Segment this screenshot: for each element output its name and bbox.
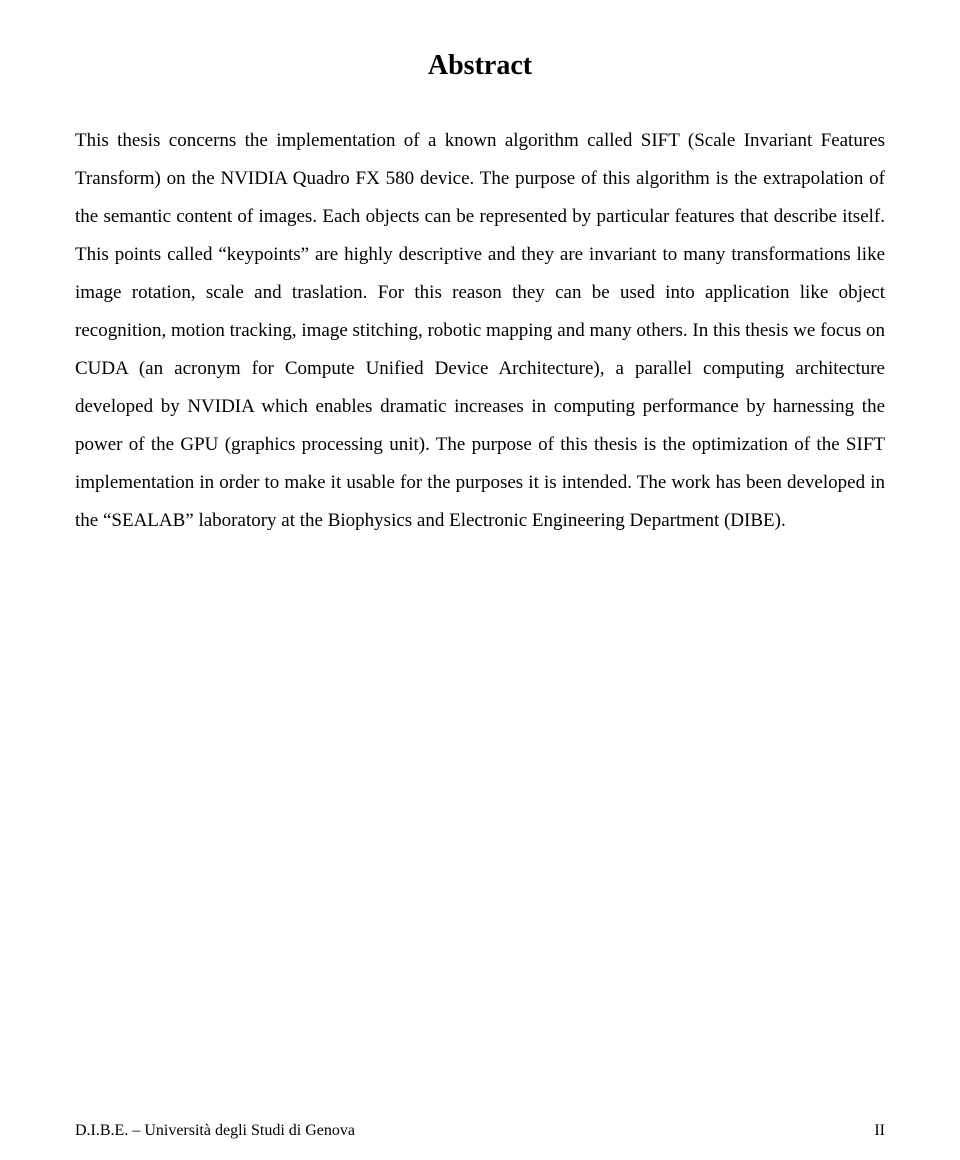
footer-institution: D.I.B.E. – Università degli Studi di Gen… bbox=[75, 1122, 355, 1140]
abstract-body: This thesis concerns the implementation … bbox=[75, 122, 885, 540]
page-number: II bbox=[874, 1122, 885, 1140]
page-footer: D.I.B.E. – Università degli Studi di Gen… bbox=[75, 1122, 885, 1140]
abstract-heading: Abstract bbox=[75, 50, 885, 82]
